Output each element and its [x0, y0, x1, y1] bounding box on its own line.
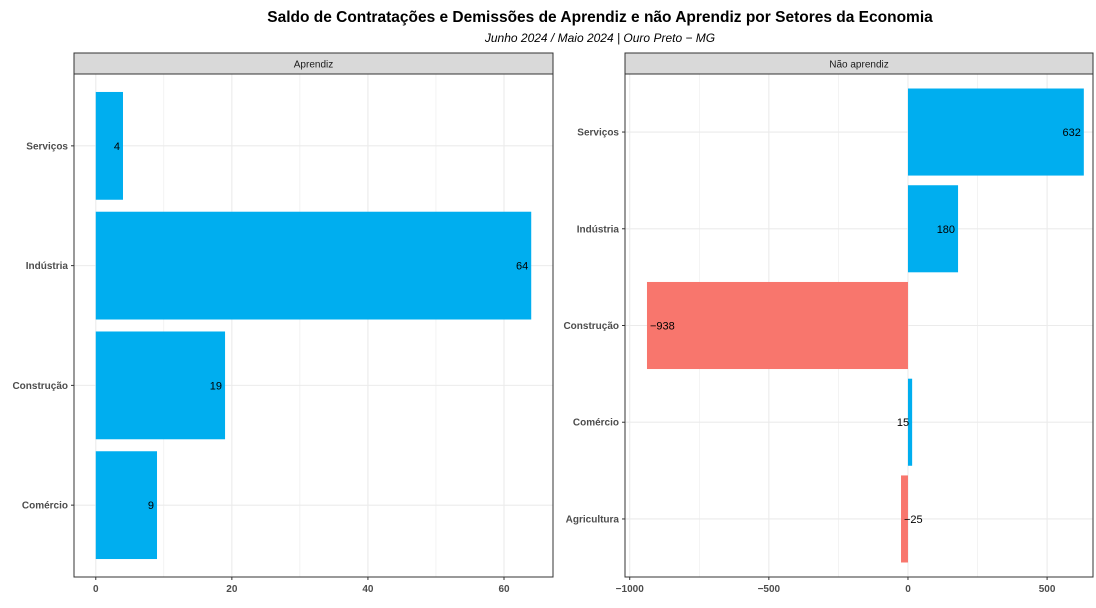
bar-Agricultura [901, 475, 908, 563]
x-tick-label: 20 [226, 584, 238, 595]
data-label: 4 [114, 141, 120, 153]
x-tick-label: 500 [1039, 584, 1056, 595]
chart-title: Saldo de Contratações e Demissões de Apr… [267, 9, 933, 26]
data-label: 9 [148, 500, 154, 512]
facet-panels: Aprendiz 4 64 19 9 Serviços Indústria Construçã… [12, 52, 1094, 595]
y-tick-label: Serviços [26, 141, 68, 152]
data-label: −25 [904, 514, 923, 526]
y-tick-label: Construção [563, 321, 619, 332]
data-label: −938 [650, 321, 675, 333]
bar-Serviços [95, 91, 123, 200]
x-tick-label: 0 [93, 584, 99, 595]
x-tick-label: −500 [758, 584, 781, 595]
chart-subtitle: Junho 2024 / Maio 2024 | Ouro Preto − MG [484, 31, 715, 45]
y-tick-label: Construção [12, 381, 68, 392]
bar-Indústria [95, 211, 532, 320]
bar-Construção [95, 331, 226, 440]
x-tick-label: 60 [498, 584, 510, 595]
panel-border [73, 73, 554, 578]
x-tick-label: −1000 [616, 584, 645, 595]
panel-2: Não aprendiz 632 180 −938 15 −25 Serviços Indús… [563, 52, 1094, 595]
y-tick-label: Serviços [577, 128, 619, 139]
data-label: 632 [1062, 127, 1080, 139]
data-label: 64 [516, 261, 528, 273]
bar-Comércio [907, 378, 913, 466]
x-tick-label: 40 [362, 584, 374, 595]
y-tick-label: Agricultura [566, 514, 620, 525]
y-tick-label: Comércio [573, 418, 619, 429]
data-label: 180 [937, 224, 955, 236]
bar-Serviços [907, 88, 1084, 176]
data-label: 15 [897, 417, 909, 429]
facet-strip-label: Não aprendiz [829, 60, 888, 71]
y-tick-label: Comércio [22, 501, 68, 512]
bar-Comércio [95, 451, 158, 560]
x-tick-label: 0 [905, 584, 911, 595]
y-tick-label: Indústria [26, 261, 69, 272]
bar-Indústria [907, 185, 959, 273]
bar-Construção [646, 281, 908, 370]
y-tick-label: Indústria [577, 224, 620, 235]
facet-strip-label: Aprendiz [294, 60, 333, 71]
panel-1: Aprendiz 4 64 19 9 Serviços Indústria Construçã… [12, 52, 554, 595]
data-label: 19 [210, 380, 222, 392]
